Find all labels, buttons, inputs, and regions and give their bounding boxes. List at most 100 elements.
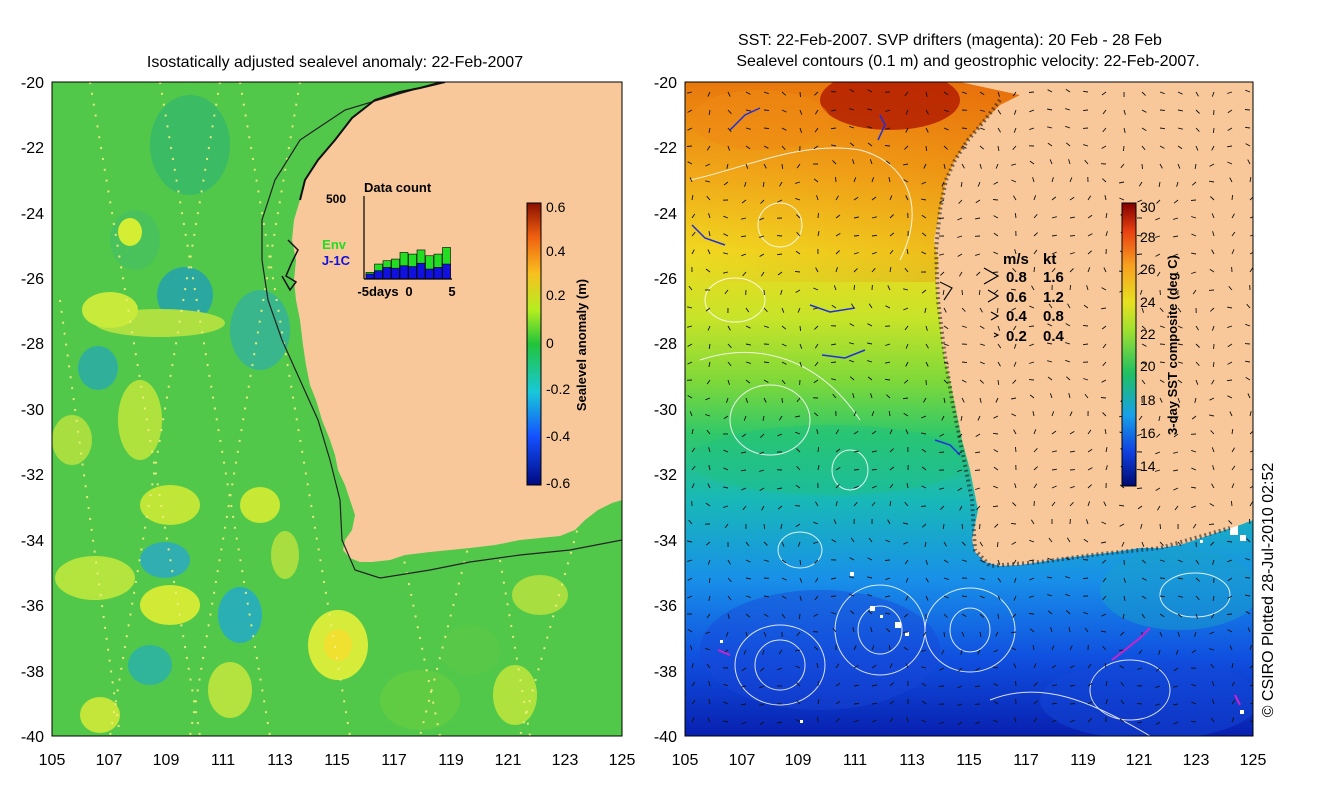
velocity-arrow [1029,343,1035,347]
velocity-arrow [1249,684,1253,687]
y-tick-label: -22 [654,140,677,157]
velocity-arrow [1229,645,1233,651]
velocity-arrow [795,214,801,219]
velocity-arrow [817,212,819,219]
velocity-arrow [724,289,729,295]
velocity-arrow [957,253,963,257]
velocity-arrow [921,289,927,294]
velocity-arrow [1082,577,1089,580]
velocity-arrow [1102,595,1107,600]
velocity-arrow [1047,594,1053,597]
velocity-arrow [686,91,693,94]
velocity-arrow [942,523,945,530]
velocity-arrow [1033,483,1038,489]
velocity-arrow [1175,649,1179,655]
velocity-arrow [831,612,837,615]
velocity-arrow [1211,213,1215,219]
velocity-arrow [1013,559,1017,565]
velocity-arrow [1212,595,1215,601]
velocity-arrow [781,163,784,169]
velocity-arrow [939,667,945,671]
velocity-arrow [1101,630,1107,633]
velocity-arrow [1105,681,1108,687]
velocity-arrow [1033,700,1039,705]
colorbar-tick: 16 [1140,425,1156,441]
velocity-arrow [1141,163,1143,170]
velocity-arrow [796,448,801,453]
velocity-arrow [1249,664,1253,669]
velocity-arrow [727,145,731,151]
velocity-arrow [796,232,801,237]
velocity-arrow [727,379,730,385]
velocity-arrow [1051,684,1058,687]
velocity-arrow [745,127,751,130]
velocity-arrow [1227,577,1233,582]
velocity-arrow [921,485,927,489]
velocity-arrow [1141,145,1146,151]
velocity-arrow [853,216,859,219]
velocity-arrow [885,160,891,165]
velocity-arrow [939,271,945,276]
velocity-arrow [1086,285,1089,291]
velocity-arrow [687,559,693,562]
velocity-arrow [1051,411,1055,417]
velocity-arrow [1136,468,1143,471]
velocity-arrow [1083,378,1089,381]
velocity-arrow [1195,91,1199,97]
velocity-arrow [1141,595,1147,600]
velocity-arrow [691,681,696,687]
velocity-arrow [903,646,909,651]
velocity-arrow [835,717,840,723]
velocity-arrow [849,376,855,381]
velocity-arrow [796,465,801,471]
velocity-arrow [1069,684,1075,687]
velocity-arrow [997,379,1000,385]
velocity-arrow [996,307,999,313]
velocity-arrow [1231,699,1236,705]
velocity-arrow [921,181,927,185]
velocity-arrow [1210,717,1215,723]
sst-colorbar: 30 28 26 24 22 20 18 16 14 3-day SST com… [1121,199,1180,487]
velocity-arrow [887,285,891,291]
velocity-arrow [814,595,819,601]
velocity-arrow [939,199,945,203]
velocity-arrow [723,233,729,237]
velocity-arrow [1011,541,1017,545]
velocity-arrow [745,559,751,563]
velocity-arrow [1102,109,1107,115]
velocity-arrow [853,268,858,273]
velocity-arrow [1051,196,1057,201]
velocity-arrow [1195,325,1199,331]
velocity-arrow [1212,465,1215,471]
velocity-arrow [870,393,873,399]
velocity-arrow [850,537,855,543]
velocity-arrow [763,613,769,617]
velocity-arrow [723,683,729,687]
velocity-arrow [759,721,765,726]
velocity-arrow [745,595,751,598]
y-tick-label: -40 [21,729,44,746]
velocity-arrow [708,447,711,453]
velocity-arrow [1013,127,1017,133]
legend-header-kt: kt [1043,251,1056,268]
velocity-arrow [961,325,967,328]
velocity-arrow [1141,91,1146,96]
velocity-arrow [979,541,984,547]
velocity-arrow [1173,217,1179,220]
velocity-arrow [1101,178,1107,183]
velocity-arrow [979,91,985,96]
velocity-arrow [997,613,1000,620]
velocity-arrow [961,289,963,296]
velocity-arrow [835,682,841,687]
velocity-arrow [1191,181,1197,186]
velocity-arrow [1231,717,1235,723]
velocity-arrow [830,91,837,93]
velocity-arrow [1033,232,1039,237]
velocity-arrow [1087,250,1093,255]
velocity-arrow [691,447,696,453]
velocity-arrow [813,379,819,384]
velocity-arrow [781,145,786,150]
velocity-arrow [1069,431,1075,435]
velocity-arrow [997,109,1002,115]
velocity-arrow [1159,379,1165,383]
